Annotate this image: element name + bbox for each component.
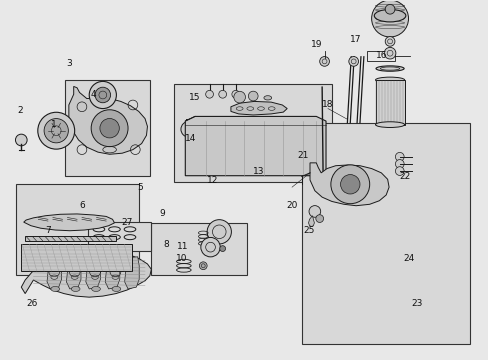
Ellipse shape (91, 287, 100, 292)
Bar (65, 80, 150, 176)
Polygon shape (66, 257, 81, 289)
Text: 12: 12 (207, 176, 218, 185)
Polygon shape (124, 257, 139, 289)
Polygon shape (25, 237, 116, 241)
Circle shape (201, 238, 220, 257)
Circle shape (319, 57, 329, 66)
Text: 3: 3 (66, 59, 72, 68)
Text: 7: 7 (45, 225, 51, 234)
Circle shape (395, 159, 403, 168)
Polygon shape (308, 216, 314, 226)
Text: 18: 18 (322, 100, 333, 109)
Bar (151, 223, 246, 275)
Text: 11: 11 (176, 242, 188, 251)
Circle shape (100, 118, 119, 138)
Ellipse shape (71, 287, 80, 292)
Circle shape (44, 118, 68, 143)
Text: 4: 4 (90, 90, 96, 99)
Circle shape (395, 152, 403, 161)
Circle shape (205, 90, 213, 98)
Text: 5: 5 (137, 183, 143, 192)
Polygon shape (24, 214, 114, 231)
Circle shape (181, 122, 196, 137)
Text: 13: 13 (253, 167, 264, 176)
Bar (366, 51, 394, 62)
Circle shape (231, 90, 239, 98)
Circle shape (233, 91, 245, 103)
Text: 23: 23 (410, 299, 422, 308)
Polygon shape (105, 257, 120, 289)
Polygon shape (21, 251, 151, 297)
Ellipse shape (375, 66, 403, 71)
Text: 16: 16 (375, 51, 386, 60)
Text: 20: 20 (286, 201, 297, 210)
Circle shape (16, 134, 27, 146)
Circle shape (207, 220, 231, 244)
Text: 19: 19 (310, 40, 322, 49)
Ellipse shape (375, 122, 404, 127)
Text: 25: 25 (302, 225, 314, 234)
Text: 17: 17 (349, 36, 361, 45)
Ellipse shape (375, 77, 404, 83)
Text: 22: 22 (398, 172, 409, 181)
Circle shape (385, 4, 394, 14)
Text: 21: 21 (296, 151, 308, 160)
Ellipse shape (51, 287, 60, 292)
Ellipse shape (112, 287, 121, 292)
Circle shape (371, 0, 407, 37)
Circle shape (384, 48, 395, 59)
Circle shape (385, 37, 394, 46)
Text: 6: 6 (79, 201, 84, 210)
Circle shape (348, 57, 358, 66)
Text: 27: 27 (121, 218, 132, 227)
Circle shape (91, 110, 128, 147)
Circle shape (219, 246, 225, 252)
Circle shape (199, 262, 207, 270)
Circle shape (190, 145, 202, 157)
Text: 15: 15 (189, 93, 201, 102)
Bar (301, 123, 469, 344)
Text: 8: 8 (163, 240, 168, 249)
Text: 2: 2 (18, 106, 23, 115)
Polygon shape (21, 244, 132, 271)
Bar (174, 84, 331, 182)
Circle shape (89, 81, 116, 109)
Ellipse shape (264, 96, 271, 100)
Text: 10: 10 (175, 254, 187, 263)
Circle shape (38, 112, 75, 149)
Ellipse shape (373, 9, 405, 22)
Bar (17, 184, 139, 275)
Polygon shape (47, 257, 61, 289)
Text: 24: 24 (402, 254, 413, 263)
Polygon shape (309, 163, 388, 206)
Circle shape (340, 175, 359, 194)
Text: 1: 1 (51, 120, 57, 129)
Circle shape (308, 206, 320, 217)
Circle shape (248, 91, 258, 101)
Text: 9: 9 (159, 210, 164, 219)
Circle shape (330, 165, 369, 204)
Bar (375, 80, 404, 125)
Text: 26: 26 (26, 299, 38, 308)
Polygon shape (86, 257, 100, 289)
Circle shape (218, 90, 226, 98)
Text: 14: 14 (184, 134, 195, 143)
Circle shape (315, 215, 323, 222)
Polygon shape (230, 102, 286, 115)
Bar (88, 222, 151, 251)
Polygon shape (69, 86, 147, 154)
Circle shape (395, 167, 403, 175)
Circle shape (95, 87, 110, 103)
Polygon shape (185, 116, 325, 176)
